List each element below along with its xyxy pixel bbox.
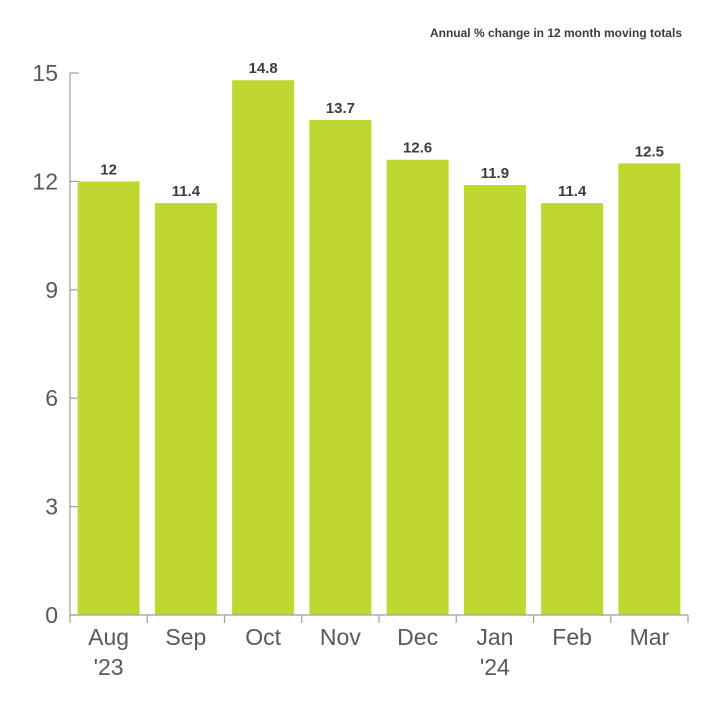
bar: [77, 181, 140, 615]
x-tick-label-line: Jan: [476, 624, 513, 650]
x-tick-label: Nov: [320, 624, 361, 650]
x-tick-label-line: '23: [94, 654, 124, 680]
bar: [541, 203, 604, 615]
data-label: 11.4: [172, 183, 201, 200]
data-label: 12.5: [635, 143, 664, 160]
x-tick-label: Jan '24: [476, 624, 513, 680]
data-label: 11.9: [481, 165, 509, 182]
y-tick-label: 9: [45, 277, 58, 303]
x-tick-label-line: Sep: [165, 624, 206, 650]
data-label: 12.6: [403, 140, 432, 157]
y-tick-label: 12: [32, 168, 58, 194]
bar: [232, 80, 295, 615]
x-tick-label-line: Dec: [397, 624, 438, 650]
bar: [463, 185, 526, 615]
data-labels-group: 12 11.4 14.8 13.7 12.6 11.9 11.4 12.5: [100, 60, 664, 200]
bar: [154, 203, 217, 615]
bar: [386, 159, 449, 615]
x-tick-label-line: '24: [480, 654, 510, 680]
x-tick-label-line: Aug: [88, 624, 129, 650]
y-tick-label: 0: [45, 602, 58, 628]
y-tick-label: 6: [45, 385, 58, 411]
data-label: 12: [100, 161, 117, 178]
y-tick-label: 15: [32, 60, 58, 86]
bar: [309, 119, 372, 616]
x-tick-label-line: Feb: [552, 624, 592, 650]
x-tick-label: Dec: [397, 624, 438, 650]
x-axis: Aug '23 Sep Oct Nov Dec Jan '24 Feb Mar: [69, 614, 689, 680]
x-tick-label: Sep: [165, 624, 206, 650]
x-tick-label: Mar: [630, 624, 670, 650]
x-tick-label-line: Mar: [630, 624, 670, 650]
x-tick-label: Aug '23: [88, 624, 129, 680]
x-tick-label-line: Oct: [245, 624, 281, 650]
data-label: 11.4: [558, 183, 587, 200]
y-axis: 0 3 6 9 12 15: [32, 60, 79, 628]
data-label: 13.7: [326, 100, 355, 117]
x-tick-label-line: Nov: [320, 624, 361, 650]
x-tick-label: Feb: [552, 624, 592, 650]
bar: [618, 163, 681, 616]
bars-group: [77, 80, 681, 616]
y-tick-label: 3: [45, 494, 58, 520]
chart-subtitle: Annual % change in 12 month moving total…: [430, 26, 682, 40]
data-label: 14.8: [249, 60, 278, 77]
x-tick-label: Oct: [245, 624, 281, 650]
